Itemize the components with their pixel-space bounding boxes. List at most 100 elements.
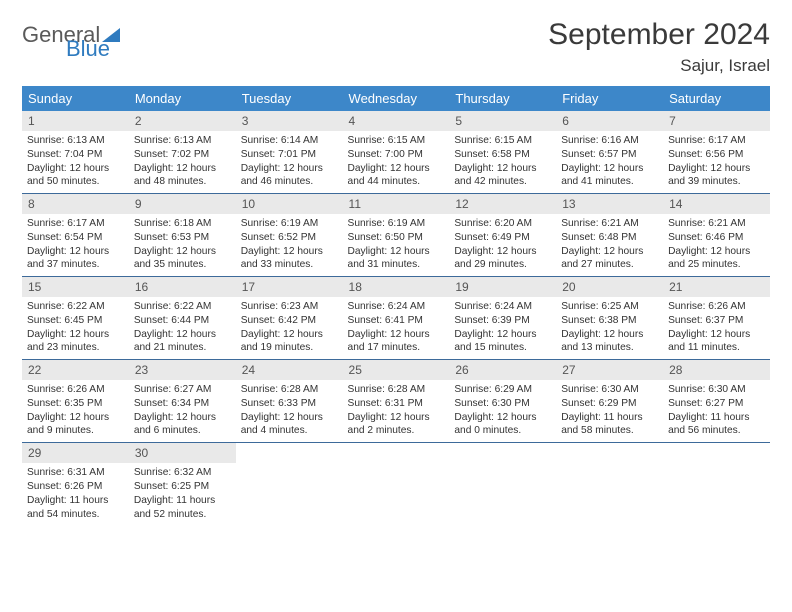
day-number: 28	[663, 360, 770, 380]
day-cell: 21Sunrise: 6:26 AMSunset: 6:37 PMDayligh…	[663, 277, 770, 360]
day-cell: 29Sunrise: 6:31 AMSunset: 6:26 PMDayligh…	[22, 443, 129, 526]
day-details: Sunrise: 6:31 AMSunset: 6:26 PMDaylight:…	[22, 463, 129, 525]
col-monday: Monday	[129, 86, 236, 111]
day-cell: 13Sunrise: 6:21 AMSunset: 6:48 PMDayligh…	[556, 194, 663, 277]
sunrise-line: Sunrise: 6:13 AM	[27, 135, 105, 146]
day-details: Sunrise: 6:15 AMSunset: 6:58 PMDaylight:…	[449, 131, 556, 193]
day-details: Sunrise: 6:28 AMSunset: 6:31 PMDaylight:…	[343, 380, 450, 442]
day-cell: 11Sunrise: 6:19 AMSunset: 6:50 PMDayligh…	[343, 194, 450, 277]
sunrise-line: Sunrise: 6:28 AM	[241, 384, 319, 395]
day-number: 27	[556, 360, 663, 380]
daylight-line: Daylight: 12 hours and 37 minutes.	[27, 246, 109, 271]
sunrise-line: Sunrise: 6:29 AM	[454, 384, 532, 395]
day-cell	[449, 443, 556, 526]
sunrise-line: Sunrise: 6:20 AM	[454, 218, 532, 229]
sunrise-line: Sunrise: 6:31 AM	[27, 467, 105, 478]
daylight-line: Daylight: 12 hours and 21 minutes.	[134, 329, 216, 354]
day-number: 1	[22, 111, 129, 131]
week-row: 1Sunrise: 6:13 AMSunset: 7:04 PMDaylight…	[22, 111, 770, 194]
week-row: 8 Sunrise: 6:17 AM Sunset: 6:54 PM Daylight…	[22, 194, 770, 277]
daylight-line: Daylight: 12 hours and 29 minutes.	[454, 246, 536, 271]
day-details: Sunrise: 6:19 AMSunset: 6:50 PMDaylight:…	[343, 214, 450, 276]
daylight-line: Daylight: 12 hours and 2 minutes.	[348, 412, 430, 437]
day-cell: 8 Sunrise: 6:17 AM Sunset: 6:54 PM Daylight…	[22, 194, 129, 277]
sunrise-line: Sunrise: 6:25 AM	[561, 301, 639, 312]
sunset-line: Sunset: 6:53 PM	[134, 232, 209, 243]
day-number: 4	[343, 111, 450, 131]
day-details: Sunrise: 6:14 AMSunset: 7:01 PMDaylight:…	[236, 131, 343, 193]
day-number: 20	[556, 277, 663, 297]
sunset-line: Sunset: 6:48 PM	[561, 232, 636, 243]
sunset-line: Sunset: 6:49 PM	[454, 232, 529, 243]
day-cell: 5Sunrise: 6:15 AMSunset: 6:58 PMDaylight…	[449, 111, 556, 194]
day-details: Sunrise: 6:26 AM Sunset: 6:37 PM Daylight:…	[663, 297, 770, 359]
sunrise-line: Sunrise: 6:21 AM	[668, 218, 746, 229]
day-cell: 28Sunrise: 6:30 AMSunset: 6:27 PMDayligh…	[663, 360, 770, 443]
day-cell: 23Sunrise: 6:27 AMSunset: 6:34 PMDayligh…	[129, 360, 236, 443]
day-cell	[236, 443, 343, 526]
sunrise-line: Sunrise: 6:13 AM	[134, 135, 212, 146]
day-number: 29	[22, 443, 129, 463]
day-details: Sunrise: 6:13 AMSunset: 7:02 PMDaylight:…	[129, 131, 236, 193]
sunrise-line: Sunrise: 6:24 AM	[454, 301, 532, 312]
day-number: 13	[556, 194, 663, 214]
day-details: Sunrise: 6:17 AMSunset: 6:56 PMDaylight:…	[663, 131, 770, 193]
daylight-line: Daylight: 11 hours and 52 minutes.	[134, 495, 215, 520]
day-details: Sunrise: 6:28 AMSunset: 6:33 PMDaylight:…	[236, 380, 343, 442]
day-cell: 9Sunrise: 6:18 AMSunset: 6:53 PMDaylight…	[129, 194, 236, 277]
day-details: Sunrise: 6:21 AM Sunset: 6:46 PM Daylight:…	[663, 214, 770, 276]
daylight-line: Daylight: 12 hours and 19 minutes.	[241, 329, 323, 354]
sunrise-line: Sunrise: 6:23 AM	[241, 301, 319, 312]
day-cell: 15Sunrise: 6:22 AMSunset: 6:45 PMDayligh…	[22, 277, 129, 360]
sunset-line: Sunset: 6:41 PM	[348, 315, 423, 326]
sunset-line: Sunset: 6:25 PM	[134, 481, 209, 492]
sunset-line: Sunset: 6:50 PM	[348, 232, 423, 243]
day-number: 18	[343, 277, 450, 297]
day-cell: 6Sunrise: 6:16 AMSunset: 6:57 PMDaylight…	[556, 111, 663, 194]
sunrise-line: Sunrise: 6:26 AM	[668, 301, 746, 312]
col-wednesday: Wednesday	[343, 86, 450, 111]
sunrise-line: Sunrise: 6:32 AM	[134, 467, 212, 478]
sunset-line: Sunset: 6:52 PM	[241, 232, 316, 243]
day-number: 12	[449, 194, 556, 214]
day-number: 14	[663, 194, 770, 214]
day-number: 6	[556, 111, 663, 131]
day-cell: 2Sunrise: 6:13 AMSunset: 7:02 PMDaylight…	[129, 111, 236, 194]
sunset-line: Sunset: 6:46 PM	[668, 232, 743, 243]
sunset-line: Sunset: 6:54 PM	[27, 232, 102, 243]
location: Sajur, Israel	[548, 56, 770, 76]
sunrise-line: Sunrise: 6:26 AM	[27, 384, 105, 395]
sunset-line: Sunset: 6:33 PM	[241, 398, 316, 409]
sunrise-line: Sunrise: 6:21 AM	[561, 218, 639, 229]
daylight-line: Daylight: 12 hours and 13 minutes.	[561, 329, 643, 354]
daylight-line: Daylight: 12 hours and 41 minutes.	[561, 163, 643, 188]
sunset-line: Sunset: 6:45 PM	[27, 315, 102, 326]
day-number: 24	[236, 360, 343, 380]
day-number: 7	[663, 111, 770, 131]
day-cell: 25Sunrise: 6:28 AMSunset: 6:31 PMDayligh…	[343, 360, 450, 443]
logo: General Blue	[22, 24, 120, 59]
month-title: September 2024	[548, 18, 770, 52]
day-number: 25	[343, 360, 450, 380]
sunset-line: Sunset: 6:37 PM	[668, 315, 743, 326]
sunset-line: Sunset: 6:58 PM	[454, 149, 529, 160]
day-number: 8	[22, 194, 129, 214]
day-cell	[343, 443, 450, 526]
sunrise-line: Sunrise: 6:17 AM	[668, 135, 746, 146]
sunrise-line: Sunrise: 6:15 AM	[348, 135, 426, 146]
weekday-header-row: Sunday Monday Tuesday Wednesday Thursday…	[22, 86, 770, 111]
sunset-line: Sunset: 6:39 PM	[454, 315, 529, 326]
daylight-line: Daylight: 12 hours and 11 minutes.	[668, 329, 750, 354]
day-number: 11	[343, 194, 450, 214]
day-number: 10	[236, 194, 343, 214]
day-details: Sunrise: 6:24 AMSunset: 6:41 PMDaylight:…	[343, 297, 450, 359]
sunrise-line: Sunrise: 6:27 AM	[134, 384, 212, 395]
daylight-line: Daylight: 12 hours and 25 minutes.	[668, 246, 750, 271]
daylight-line: Daylight: 12 hours and 44 minutes.	[348, 163, 430, 188]
calendar-table: Sunday Monday Tuesday Wednesday Thursday…	[22, 86, 770, 525]
sunrise-line: Sunrise: 6:17 AM	[27, 218, 105, 229]
sunrise-line: Sunrise: 6:16 AM	[561, 135, 639, 146]
day-cell: 20Sunrise: 6:25 AMSunset: 6:38 PMDayligh…	[556, 277, 663, 360]
day-number: 15	[22, 277, 129, 297]
sunrise-line: Sunrise: 6:18 AM	[134, 218, 212, 229]
